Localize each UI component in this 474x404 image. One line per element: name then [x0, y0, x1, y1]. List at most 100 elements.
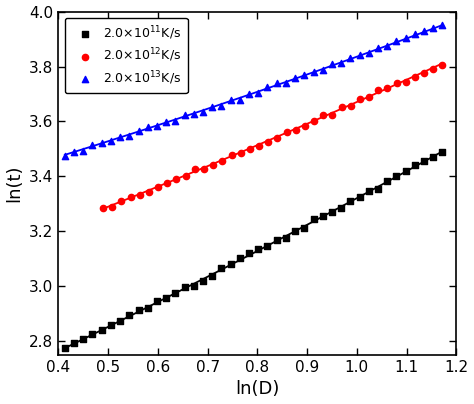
2.0×10$^{13}$K/s [356, 52, 364, 58]
2.0×10$^{13}$K/s [301, 72, 308, 78]
2.0×10$^{12}$K/s [164, 180, 171, 187]
2.0×10$^{13}$K/s [162, 118, 170, 125]
2.0×10$^{11}$K/s [255, 246, 262, 252]
2.0×10$^{11}$K/s [420, 158, 428, 164]
2.0×10$^{13}$K/s [245, 90, 253, 97]
2.0×10$^{12}$K/s [228, 152, 235, 159]
2.0×10$^{12}$K/s [219, 158, 226, 165]
2.0×10$^{13}$K/s [199, 108, 207, 115]
2.0×10$^{12}$K/s [356, 95, 364, 102]
2.0×10$^{13}$K/s [282, 80, 290, 86]
2.0×10$^{13}$K/s [392, 37, 400, 44]
2.0×10$^{12}$K/s [347, 103, 355, 110]
2.0×10$^{11}$K/s [209, 273, 216, 280]
2.0×10$^{12}$K/s [438, 62, 446, 68]
2.0×10$^{12}$K/s [182, 172, 190, 179]
2.0×10$^{13}$K/s [383, 43, 391, 49]
2.0×10$^{12}$K/s [109, 204, 116, 210]
2.0×10$^{11}$K/s [273, 236, 281, 243]
2.0×10$^{11}$K/s [292, 227, 299, 234]
2.0×10$^{13}$K/s [227, 96, 235, 103]
2.0×10$^{12}$K/s [374, 87, 382, 94]
2.0×10$^{12}$K/s [365, 93, 373, 100]
2.0×10$^{13}$K/s [218, 103, 225, 109]
2.0×10$^{12}$K/s [338, 104, 346, 110]
2.0×10$^{12}$K/s [237, 150, 245, 157]
2.0×10$^{11}$K/s [374, 186, 382, 192]
2.0×10$^{11}$K/s [199, 278, 207, 284]
2.0×10$^{12}$K/s [155, 184, 162, 191]
2.0×10$^{13}$K/s [438, 22, 446, 28]
2.0×10$^{11}$K/s [245, 250, 253, 257]
2.0×10$^{12}$K/s [136, 192, 144, 198]
2.0×10$^{12}$K/s [273, 135, 281, 141]
2.0×10$^{12}$K/s [319, 112, 327, 119]
2.0×10$^{12}$K/s [264, 139, 272, 145]
2.0×10$^{11}$K/s [346, 197, 354, 204]
2.0×10$^{13}$K/s [273, 80, 281, 86]
2.0×10$^{11}$K/s [70, 339, 78, 346]
2.0×10$^{13}$K/s [209, 103, 216, 110]
2.0×10$^{12}$K/s [429, 65, 437, 72]
2.0×10$^{11}$K/s [438, 148, 446, 155]
2.0×10$^{13}$K/s [420, 28, 428, 34]
2.0×10$^{11}$K/s [89, 331, 96, 338]
2.0×10$^{13}$K/s [80, 148, 87, 154]
2.0×10$^{13}$K/s [61, 152, 69, 159]
2.0×10$^{12}$K/s [420, 70, 428, 77]
2.0×10$^{13}$K/s [107, 138, 115, 145]
2.0×10$^{12}$K/s [411, 74, 419, 80]
2.0×10$^{12}$K/s [393, 80, 401, 86]
2.0×10$^{11}$K/s [282, 234, 290, 241]
2.0×10$^{13}$K/s [319, 67, 327, 74]
2.0×10$^{12}$K/s [100, 204, 107, 211]
2.0×10$^{12}$K/s [301, 123, 309, 129]
2.0×10$^{13}$K/s [264, 84, 271, 90]
2.0×10$^{13}$K/s [346, 54, 354, 61]
2.0×10$^{12}$K/s [173, 175, 180, 182]
2.0×10$^{13}$K/s [116, 134, 124, 141]
2.0×10$^{13}$K/s [135, 128, 142, 135]
2.0×10$^{11}$K/s [383, 178, 391, 185]
2.0×10$^{11}$K/s [172, 290, 179, 296]
2.0×10$^{13}$K/s [429, 24, 437, 31]
2.0×10$^{11}$K/s [319, 213, 327, 220]
2.0×10$^{11}$K/s [181, 283, 188, 290]
2.0×10$^{11}$K/s [392, 173, 400, 179]
2.0×10$^{12}$K/s [145, 189, 153, 195]
2.0×10$^{13}$K/s [337, 59, 345, 66]
2.0×10$^{11}$K/s [162, 295, 170, 301]
2.0×10$^{13}$K/s [365, 50, 373, 57]
2.0×10$^{13}$K/s [126, 133, 133, 139]
2.0×10$^{13}$K/s [144, 123, 152, 130]
2.0×10$^{12}$K/s [127, 194, 135, 200]
2.0×10$^{11}$K/s [218, 265, 225, 271]
2.0×10$^{11}$K/s [328, 209, 336, 215]
2.0×10$^{11}$K/s [80, 335, 87, 342]
2.0×10$^{13}$K/s [190, 111, 198, 118]
2.0×10$^{11}$K/s [402, 168, 410, 175]
2.0×10$^{11}$K/s [116, 318, 124, 324]
Legend: 2.0×10$^{11}$K/s, 2.0×10$^{12}$K/s, 2.0×10$^{13}$K/s: 2.0×10$^{11}$K/s, 2.0×10$^{12}$K/s, 2.0×… [64, 18, 188, 93]
Y-axis label: ln(t): ln(t) [6, 164, 24, 202]
2.0×10$^{11}$K/s [301, 225, 308, 231]
2.0×10$^{12}$K/s [402, 79, 410, 85]
2.0×10$^{11}$K/s [227, 261, 235, 267]
2.0×10$^{11}$K/s [264, 243, 271, 249]
2.0×10$^{11}$K/s [98, 327, 105, 334]
2.0×10$^{12}$K/s [246, 145, 254, 152]
2.0×10$^{11}$K/s [365, 188, 373, 195]
2.0×10$^{13}$K/s [255, 89, 262, 96]
2.0×10$^{13}$K/s [153, 123, 161, 130]
2.0×10$^{12}$K/s [118, 198, 125, 204]
2.0×10$^{11}$K/s [190, 282, 198, 289]
2.0×10$^{13}$K/s [89, 142, 96, 149]
2.0×10$^{11}$K/s [411, 162, 419, 168]
2.0×10$^{13}$K/s [310, 69, 317, 75]
2.0×10$^{12}$K/s [255, 142, 263, 149]
2.0×10$^{12}$K/s [283, 129, 291, 135]
2.0×10$^{12}$K/s [383, 85, 391, 91]
2.0×10$^{12}$K/s [292, 127, 300, 134]
2.0×10$^{11}$K/s [135, 307, 142, 313]
2.0×10$^{11}$K/s [107, 322, 115, 328]
